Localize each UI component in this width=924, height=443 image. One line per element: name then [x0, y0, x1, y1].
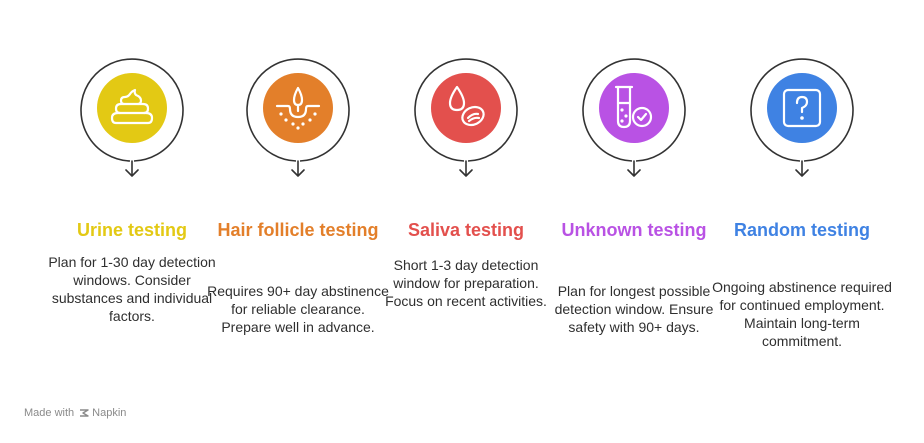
napkin-watermark: Made with Napkin	[24, 407, 126, 419]
ring-arrow-icon	[582, 58, 686, 177]
step-icon-circle	[263, 73, 333, 143]
step-random-testing: Random testing Ongoing abstinence requir…	[710, 0, 894, 400]
poop-icon	[110, 88, 154, 125]
step-title: Unknown testing	[561, 220, 707, 240]
saliva-drop-icon	[448, 85, 485, 127]
step-icon-ring	[414, 58, 526, 183]
step-icon-ring	[80, 58, 192, 183]
ring-arrow-icon	[750, 58, 854, 177]
step-title: Random testing	[733, 220, 870, 240]
step-description: Ongoing abstinence required for continue…	[712, 279, 892, 349]
step-urine-testing: Urine testing Plan for 1-30 day detectio…	[40, 0, 224, 400]
ring-arrow-icon	[80, 58, 184, 177]
step-description: Plan for 1-30 day detection windows. Con…	[48, 254, 216, 324]
ring-arrow-icon	[414, 58, 518, 177]
step-title: Urine testing	[76, 220, 187, 240]
step-title: Hair follicle testing	[217, 220, 379, 240]
step-description: Plan for longest possible detection wind…	[554, 283, 714, 335]
step-description: Short 1-3 day detection window for prepa…	[385, 257, 547, 309]
step-icon-circle	[599, 73, 669, 143]
step-title: Saliva testing	[407, 220, 525, 240]
step-description: Requires 90+ day abstinence for reliable…	[207, 283, 389, 335]
step-icon-circle	[431, 73, 501, 143]
step-hair-follicle-testing: Hair follicle testing Requires 90+ day a…	[206, 0, 390, 400]
step-saliva-testing: Saliva testing Short 1-3 day detection w…	[374, 0, 558, 400]
step-icon-circle	[97, 73, 167, 143]
ring-arrow-icon	[246, 58, 350, 177]
test-tube-check-icon	[614, 85, 653, 129]
napkin-logo-icon	[80, 409, 89, 417]
step-icon-ring	[582, 58, 694, 183]
step-unknown-testing: Unknown testing Plan for longest possibl…	[542, 0, 726, 400]
hair-follicle-icon	[275, 86, 321, 119]
question-box-icon	[782, 88, 822, 128]
made-with-label: Made with	[24, 407, 75, 419]
step-icon-circle	[767, 73, 837, 143]
step-icon-ring	[246, 58, 358, 183]
step-icon-ring	[750, 58, 862, 183]
napkin-brand-label: Napkin	[92, 407, 127, 419]
